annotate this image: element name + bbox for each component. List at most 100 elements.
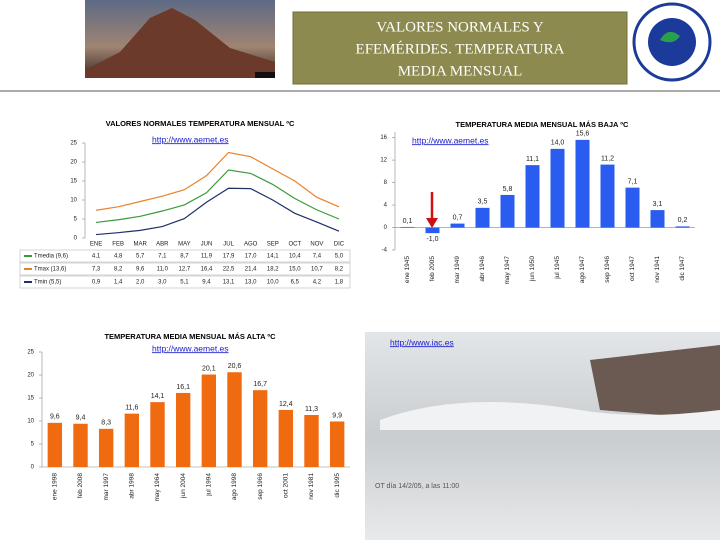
y-tick-label: 8	[384, 180, 388, 186]
table-cell: 22,5	[223, 267, 235, 273]
value-label: 0,1	[403, 218, 413, 225]
x-tick-label: feb 2008	[77, 473, 84, 499]
x-tick-label: ago 1947	[579, 256, 586, 283]
table-cell: 14,1	[267, 254, 279, 260]
series-line	[95, 169, 340, 224]
series-line	[95, 187, 340, 236]
bar	[73, 423, 88, 467]
x-tick-label: ABR	[156, 242, 169, 248]
x-tick-label: ago 1998	[231, 473, 238, 500]
y-tick-label: 0	[74, 236, 78, 242]
y-tick-label: -4	[382, 248, 388, 254]
y-tick-label: 20	[27, 373, 34, 379]
table-cell: 5,7	[136, 254, 145, 260]
table-cell: 8,2	[114, 267, 123, 273]
table-cell: 17,0	[245, 254, 257, 260]
x-tick-label: dic 1995	[334, 473, 341, 498]
x-tick-label: nov 1981	[308, 473, 315, 500]
table-cell: 21,4	[245, 267, 257, 273]
table-cell: 4,8	[114, 254, 123, 260]
link[interactable]: http://www.aemet.es	[152, 134, 229, 144]
snow-drift	[380, 402, 720, 430]
value-label: 11,1	[526, 156, 539, 163]
y-tick-label: 25	[70, 141, 77, 147]
x-tick-label: may 1947	[504, 256, 511, 285]
bar	[500, 194, 515, 228]
value-label: 16,7	[253, 381, 267, 388]
bar	[98, 428, 114, 467]
title-line: VALORES NORMALES Y	[376, 19, 544, 35]
bar	[625, 187, 640, 228]
bar	[150, 402, 165, 467]
y-tick-label: 16	[380, 135, 387, 141]
bar	[550, 148, 565, 228]
value-label: 16,1	[176, 384, 190, 391]
value-label: 11,2	[601, 155, 614, 162]
y-tick-label: 12	[380, 158, 387, 164]
bar	[400, 226, 415, 228]
table-cell: 4,1	[92, 254, 101, 260]
bar	[425, 227, 440, 234]
table-cell: 2,0	[136, 280, 145, 286]
table-cell: 17,9	[223, 254, 235, 260]
x-tick-label: mar 1997	[103, 473, 110, 501]
y-tick-label: 25	[27, 350, 34, 356]
table-cell: 10,0	[267, 280, 279, 286]
chart-title: VALORES NORMALES TEMPERATURA MENSUAL ºC	[106, 119, 295, 128]
bar	[575, 139, 590, 228]
table-cell: 6,5	[291, 280, 300, 286]
bar	[675, 226, 690, 228]
x-tick-label: ene 1998	[52, 473, 59, 500]
table-cell: 4,2	[313, 280, 322, 286]
x-tick-label: jun 1950	[529, 256, 536, 282]
table-cell: 0,9	[92, 280, 101, 286]
x-tick-label: sep 1946	[604, 256, 611, 283]
x-tick-label: abr 1946	[479, 256, 486, 282]
title-line: EFEMÉRIDES. TEMPERATURA	[356, 40, 565, 57]
value-label: -1,0	[426, 236, 438, 243]
table-cell: 3,0	[158, 280, 167, 286]
title-line: MEDIA MENSUAL	[398, 63, 523, 79]
x-tick-label: abr 1998	[129, 473, 136, 499]
value-label: 7,1	[628, 178, 638, 185]
x-tick-label: dic 1947	[679, 256, 686, 281]
x-tick-label: JUL	[223, 242, 234, 248]
bar	[175, 392, 191, 467]
value-label: 11,6	[125, 404, 138, 411]
y-tick-label: 5	[74, 217, 78, 223]
x-tick-label: FEB	[112, 242, 124, 248]
y-tick-label: 20	[70, 160, 77, 166]
table-cell: 9,4	[202, 280, 211, 286]
table-cell: 7,4	[313, 254, 322, 260]
x-tick-label: oct 2001	[283, 473, 290, 498]
value-label: 3,1	[653, 201, 663, 208]
table-cell: 18,2	[267, 267, 279, 273]
bar	[475, 207, 490, 228]
table-cell: 5,1	[180, 280, 189, 286]
value-label: 5,8	[503, 186, 513, 193]
link[interactable]: http://www.aemet.es	[152, 343, 229, 353]
x-tick-label: AGO	[244, 242, 258, 248]
value-label: 0,7	[453, 214, 463, 221]
chart-title: TEMPERATURA MEDIA MENSUAL MÁS ALTA ºC	[104, 332, 276, 341]
table-cell: 13,0	[245, 280, 257, 286]
link[interactable]: http://www.aemet.es	[412, 135, 489, 145]
table-cell: 1,8	[335, 280, 344, 286]
highlight-arrow-head	[426, 218, 438, 228]
bar	[525, 165, 540, 228]
x-tick-label: DIC	[334, 242, 345, 248]
value-label: 11,3	[305, 406, 318, 413]
bar	[252, 390, 268, 467]
bar	[650, 210, 665, 228]
value-label: 20,6	[228, 363, 242, 370]
x-tick-label: jul 1945	[554, 256, 561, 280]
series-line	[95, 151, 340, 211]
table-cell: 15,0	[289, 267, 301, 273]
table-cell: 11,0	[157, 267, 169, 273]
x-tick-label: may 1964	[154, 473, 161, 502]
link[interactable]: http://www.iac.es	[390, 337, 454, 347]
value-label: 15,6	[576, 131, 590, 138]
bar	[278, 409, 294, 467]
